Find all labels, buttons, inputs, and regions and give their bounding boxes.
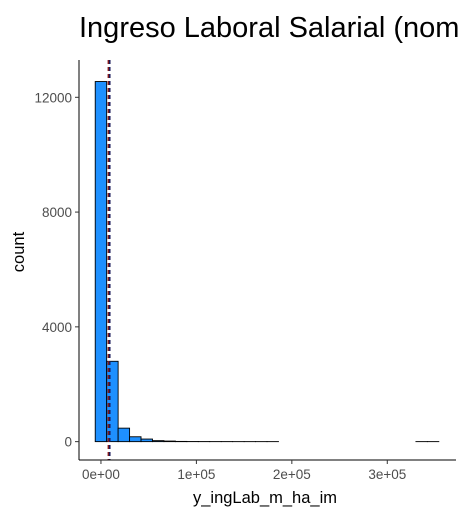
histogram-bar [117, 427, 131, 443]
x-tick-label: 3e+05 [368, 467, 406, 482]
y-tick-label: 4000 [42, 320, 72, 335]
x-tick-label: 1e+05 [177, 467, 215, 482]
y-tick-label: 12000 [34, 90, 72, 105]
histogram-bar [163, 440, 176, 443]
chart-title: Ingreso Laboral Salarial (nom [79, 12, 459, 44]
histogram-bar [94, 81, 108, 443]
x-ticks-layer: 0e+00 1e+05 2e+05 3e+05 [82, 460, 406, 482]
histogram-bar [106, 360, 119, 443]
x-axis-label: y_ingLab_m_ha_im [193, 489, 337, 507]
y-axis-label: count [10, 231, 28, 272]
y-tick-label: 0 [64, 435, 72, 450]
histogram-bar [152, 440, 165, 443]
histogram-bar [140, 438, 153, 443]
x-tick-label: 0e+00 [82, 467, 120, 482]
bars-layer [94, 81, 440, 443]
x-tick-label: 2e+05 [273, 467, 311, 482]
histogram-bar [129, 436, 142, 443]
y-tick-label: 8000 [42, 205, 72, 220]
reference-lines-layer [107, 60, 111, 460]
y-ticks-layer: 0 4000 8000 12000 [34, 90, 79, 450]
